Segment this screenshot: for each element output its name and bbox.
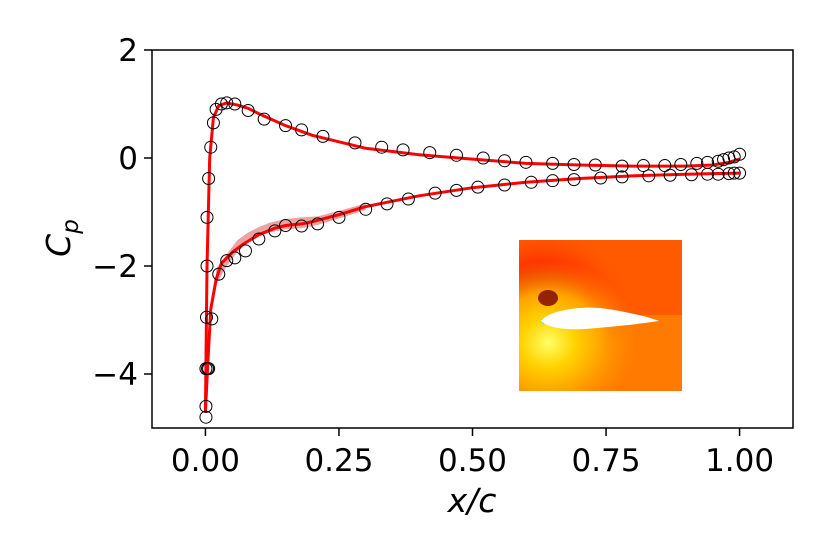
- x-axis-label: x/c: [447, 481, 497, 520]
- reference-lower-point: [199, 410, 213, 424]
- reference-lower-point: [311, 217, 325, 231]
- reference-upper-point: [214, 97, 228, 111]
- y-axis-subscript: p: [58, 219, 84, 235]
- reference-lower-point: [615, 170, 629, 184]
- reference-lower-point: [546, 174, 560, 188]
- uncertainty-band-lower: [216, 203, 366, 285]
- x-tick-label: 0.00: [171, 443, 240, 479]
- reference-upper-point: [615, 159, 629, 173]
- reference-upper-point: [658, 159, 672, 173]
- x-tick-label: 0.50: [438, 443, 507, 479]
- reference-lower-point: [332, 210, 346, 224]
- reference-lower-point: [594, 171, 608, 185]
- y-tick-label: −4: [92, 357, 138, 393]
- y-tick-label: −2: [92, 249, 138, 285]
- reference-lower-point: [212, 267, 226, 281]
- reference-lower-point: [228, 251, 242, 265]
- reference-lower-point: [252, 232, 266, 246]
- reference-lower-point: [220, 254, 234, 268]
- reference-lower-point: [199, 399, 213, 413]
- reference-lower-point: [471, 180, 485, 194]
- reference-upper-point: [204, 140, 218, 154]
- reference-upper-point: [498, 154, 512, 168]
- reference-upper-point: [200, 210, 214, 224]
- reference-upper-point: [636, 159, 650, 173]
- airfoil-shape: [541, 307, 659, 330]
- x-tick-label: 0.25: [304, 443, 373, 479]
- reference-upper-point: [733, 147, 747, 161]
- reference-lower-point: [449, 183, 463, 197]
- reference-upper-point: [546, 156, 560, 170]
- reference-lower-point: [238, 244, 252, 258]
- reference-upper-point: [220, 96, 234, 110]
- reference-lower-point: [524, 175, 538, 189]
- reference-lower-point: [733, 166, 747, 180]
- pressure-field-inset: [519, 240, 682, 391]
- reference-lower-point: [295, 219, 309, 233]
- reference-upper-point: [375, 140, 389, 154]
- axis-ticks: 0.00 0.25 0.50 0.75 1.00 2 0 −2 −4: [92, 33, 774, 479]
- reference-lower-point: [701, 167, 715, 181]
- reference-lower-point: [642, 169, 656, 183]
- y-tick-label: 0: [118, 141, 138, 177]
- reference-upper-point: [209, 102, 223, 116]
- reference-lower-point: [722, 167, 736, 181]
- reference-upper-point: [228, 97, 242, 111]
- reference-upper-point: [257, 112, 271, 126]
- svg-text:Cp: Cp: [39, 219, 84, 257]
- reference-lower-point: [205, 312, 219, 326]
- reference-upper-point: [476, 151, 490, 165]
- reference-lower-point: [711, 167, 725, 181]
- plot-area: [199, 96, 747, 424]
- reference-lower-point: [268, 224, 282, 238]
- reference-lower-point: [359, 202, 373, 216]
- reference-upper-point: [423, 146, 437, 160]
- x-tick-label: 1.00: [705, 443, 774, 479]
- reference-upper-point: [674, 157, 688, 171]
- reference-lower-point: [380, 197, 394, 211]
- reference-lower-point: [685, 168, 699, 182]
- reference-upper-point: [316, 129, 330, 143]
- reference-upper-point: [206, 116, 220, 130]
- y-tick-label: 2: [118, 33, 138, 69]
- reference-lower-point: [199, 310, 213, 324]
- reference-upper-point: [396, 143, 410, 157]
- reference-upper-point: [519, 155, 533, 169]
- reference-lower-point: [200, 259, 214, 273]
- reference-upper-point: [588, 158, 602, 172]
- reference-lower-point: [428, 186, 442, 200]
- reference-lower-point: [567, 173, 581, 187]
- reference-upper-point: [241, 103, 255, 117]
- reference-upper-point: [567, 157, 581, 171]
- reference-lower-point: [279, 219, 293, 232]
- reference-lower-point: [498, 178, 512, 192]
- prediction-upper-line: [203, 101, 741, 412]
- reference-upper-point: [279, 119, 293, 133]
- reference-lower-point: [202, 362, 216, 376]
- reference-upper-point: [348, 136, 362, 150]
- x-tick-label: 0.75: [572, 443, 641, 479]
- reference-upper-point: [202, 172, 216, 186]
- reference-upper-point: [449, 148, 463, 162]
- reference-upper-point: [717, 153, 731, 167]
- reference-lower-point: [401, 192, 415, 206]
- y-axis-label: Cp: [39, 219, 84, 257]
- reference-lower-point: [663, 168, 677, 182]
- reference-upper-point: [690, 156, 704, 170]
- reference-lower-point: [727, 166, 741, 180]
- reference-upper-point: [295, 123, 309, 137]
